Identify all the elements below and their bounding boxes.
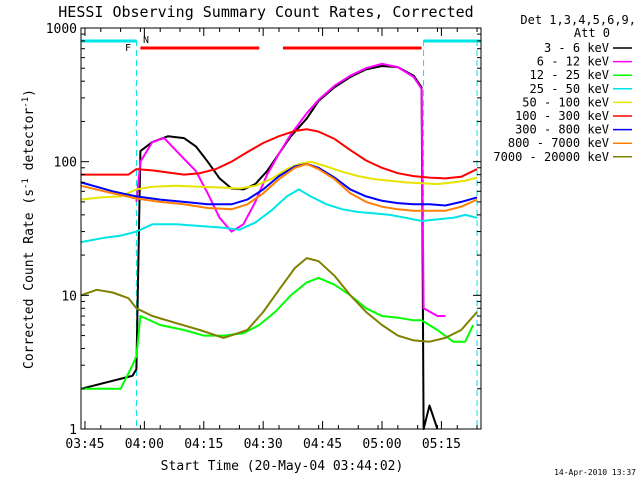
x-tick-label: 04:45 [303, 437, 342, 452]
series-line [81, 276, 475, 390]
legend-label: 7000 - 20000 keV [493, 150, 609, 164]
series-line [80, 163, 478, 212]
y-tick-label: 100 [54, 156, 77, 171]
legend-label: 6 - 12 keV [537, 55, 609, 69]
series-line [135, 62, 446, 317]
legend-label: 50 - 100 keV [522, 95, 609, 109]
x-tick-label: 05:00 [362, 437, 401, 452]
legend-label: 300 - 800 keV [515, 123, 609, 137]
flare-marker: F [125, 43, 131, 54]
series-line [80, 188, 478, 244]
x-axis-title: Start Time (20-May-04 03:44:02) [161, 459, 404, 474]
legend-label: 12 - 25 keV [530, 68, 609, 82]
series-line [80, 160, 478, 201]
x-tick-label: 05:15 [422, 437, 461, 452]
y-axis: 1 10 100 1000 [46, 22, 481, 438]
y-axis-title-text: Corrected Count Rate (s [22, 189, 37, 369]
x-tick-label: 04:00 [125, 437, 164, 452]
legend-label: 3 - 6 keV [544, 41, 609, 55]
legend-label: 800 - 7000 keV [508, 136, 609, 150]
x-tick-label: 04:15 [184, 437, 223, 452]
y-tick-label: 10 [61, 289, 77, 304]
footer-date: 14-Apr-2010 13:37 [554, 468, 636, 477]
x-axis: 03:45 04:00 04:15 04:30 04:45 05:00 05:15 [65, 28, 478, 452]
y-axis-title-text: detector [22, 108, 37, 179]
y-axis-title-text: ) [22, 89, 37, 97]
y-axis-title: Corrected Count Rate (s-1 detector-1) [21, 89, 37, 369]
y-tick-label: 1000 [46, 22, 77, 37]
legend-label: 25 - 50 keV [530, 82, 609, 96]
y-tick-label: 1 [69, 423, 77, 438]
plot-area: FN [80, 35, 481, 430]
legend-header-line1: Det 1,3,4,5,6,9, [520, 13, 636, 27]
plot-frame [80, 27, 482, 430]
x-tick-label: 03:45 [65, 437, 104, 452]
chart-title: HESSI Observing Summary Count Rates, Cor… [58, 3, 473, 21]
night-marker: N [143, 35, 149, 46]
y-axis-title-exponent: -1 [21, 97, 31, 108]
y-axis-title-exponent: -1 [21, 178, 31, 189]
series-line [81, 128, 478, 180]
legend-label: 100 - 300 keV [515, 109, 609, 123]
x-tick-label: 04:30 [244, 437, 283, 452]
legend-header-line2: Att 0 [574, 26, 610, 40]
series-line [80, 257, 478, 343]
